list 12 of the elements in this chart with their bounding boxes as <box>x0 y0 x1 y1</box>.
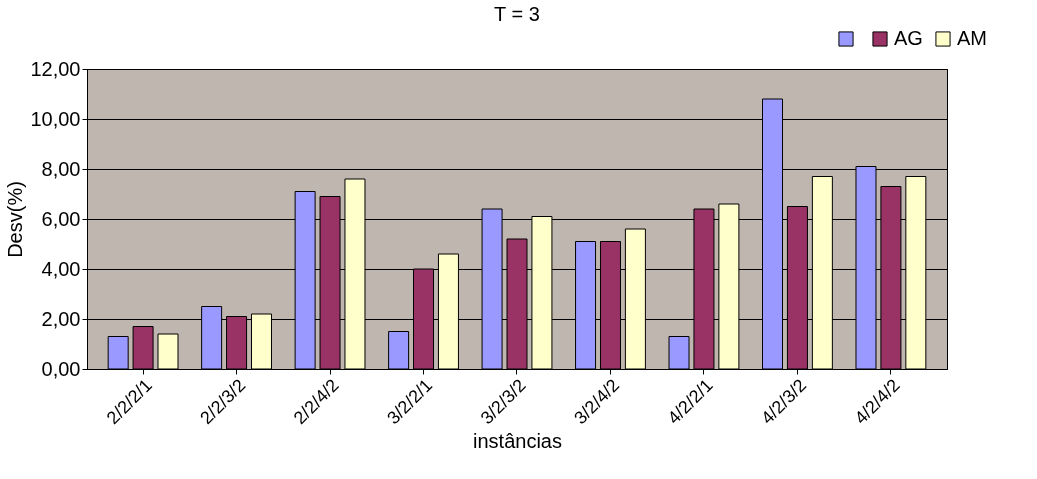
y-tick-label: 0,00 <box>41 357 81 380</box>
x-axis-title: instâncias <box>473 430 562 453</box>
chart-title: T = 3 <box>494 3 540 25</box>
y-tick-label: 6,00 <box>41 207 81 230</box>
y-tick-label: 2,00 <box>41 307 81 330</box>
y-tick-label: 4,00 <box>41 257 81 280</box>
y-tick-label: 12,00 <box>30 57 81 80</box>
legend-label: AM <box>957 27 987 49</box>
y-axis-title: Desv(%) <box>4 181 27 258</box>
y-tick-label: 10,00 <box>30 107 81 130</box>
legend-label: AG <box>894 27 923 49</box>
y-tick-label: 8,00 <box>41 157 81 180</box>
